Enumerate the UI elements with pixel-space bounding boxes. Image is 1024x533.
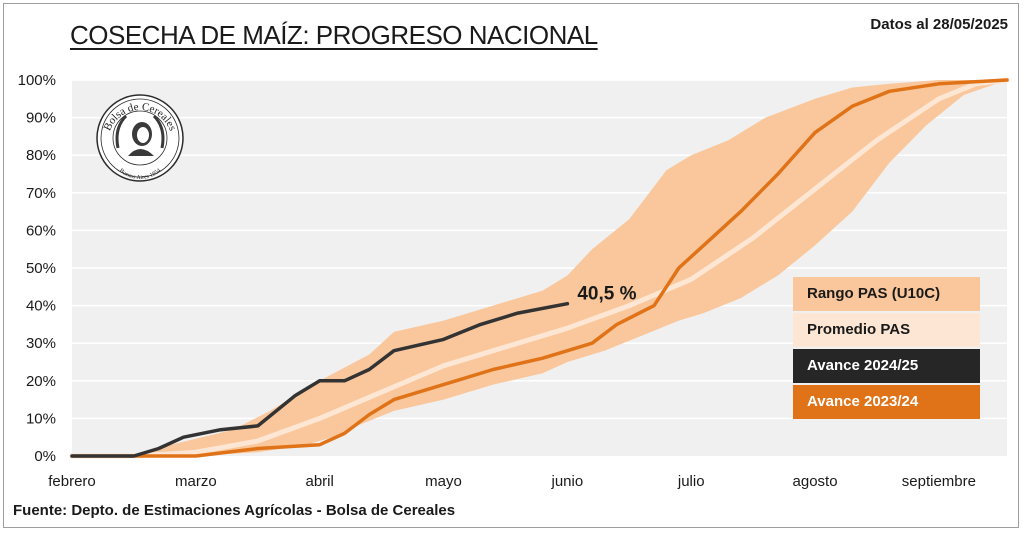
logo-figure-icon — [115, 114, 165, 156]
y-tick-label: 20% — [26, 373, 56, 390]
y-tick-label: 0% — [34, 448, 56, 465]
x-tick-label: junio — [551, 473, 584, 490]
x-axis-ticks: febrero marzo abril mayo junio julio agosto sep… — [48, 473, 976, 490]
legend-item-2024-25: Avance 2024/25 — [793, 349, 980, 383]
y-tick-label: 40% — [26, 298, 56, 315]
series-line-promedio — [69, 77, 1010, 459]
date-label: Datos al 28/05/2025 — [870, 16, 1008, 33]
x-tick-label: marzo — [175, 473, 217, 490]
y-tick-label: 90% — [26, 110, 56, 127]
source-note: Fuente: Depto. de Estimaciones Agrícolas… — [13, 502, 456, 519]
series-line-2024-25 — [70, 301, 570, 458]
bolsa-de-cereales-logo: Bolsa de Cereales Buenos Aires 1854 — [96, 94, 184, 182]
x-tick-label: julio — [677, 473, 705, 490]
legend-item-promedio: Promedio PAS — [793, 313, 980, 347]
y-tick-label: 10% — [26, 410, 56, 427]
legend-item-2023-24: Avance 2023/24 — [793, 385, 980, 419]
y-tick-label: 30% — [26, 335, 56, 352]
y-tick-label: 100% — [18, 72, 56, 89]
y-tick-label: 70% — [26, 185, 56, 202]
y-tick-label: 60% — [26, 222, 56, 239]
x-tick-label: febrero — [48, 473, 96, 490]
x-tick-label: mayo — [425, 473, 462, 490]
current-value-annotation: 40,5 % — [577, 284, 636, 305]
range-band-area — [72, 80, 1007, 456]
legend-item-rango: Rango PAS (U10C) — [793, 277, 980, 311]
x-tick-label: agosto — [793, 473, 838, 490]
chart-title: COSECHA DE MAÍZ: PROGRESO NACIONAL — [70, 20, 598, 50]
x-tick-label: abril — [306, 473, 334, 490]
y-tick-label: 80% — [26, 147, 56, 164]
series-line-2023-24 — [70, 78, 1009, 458]
y-axis-ticks: 0% 10% 20% 30% 40% 50% 60% 70% 80% 90% 100% — [18, 72, 56, 465]
x-tick-label: septiembre — [902, 473, 976, 490]
y-tick-label: 50% — [26, 260, 56, 277]
